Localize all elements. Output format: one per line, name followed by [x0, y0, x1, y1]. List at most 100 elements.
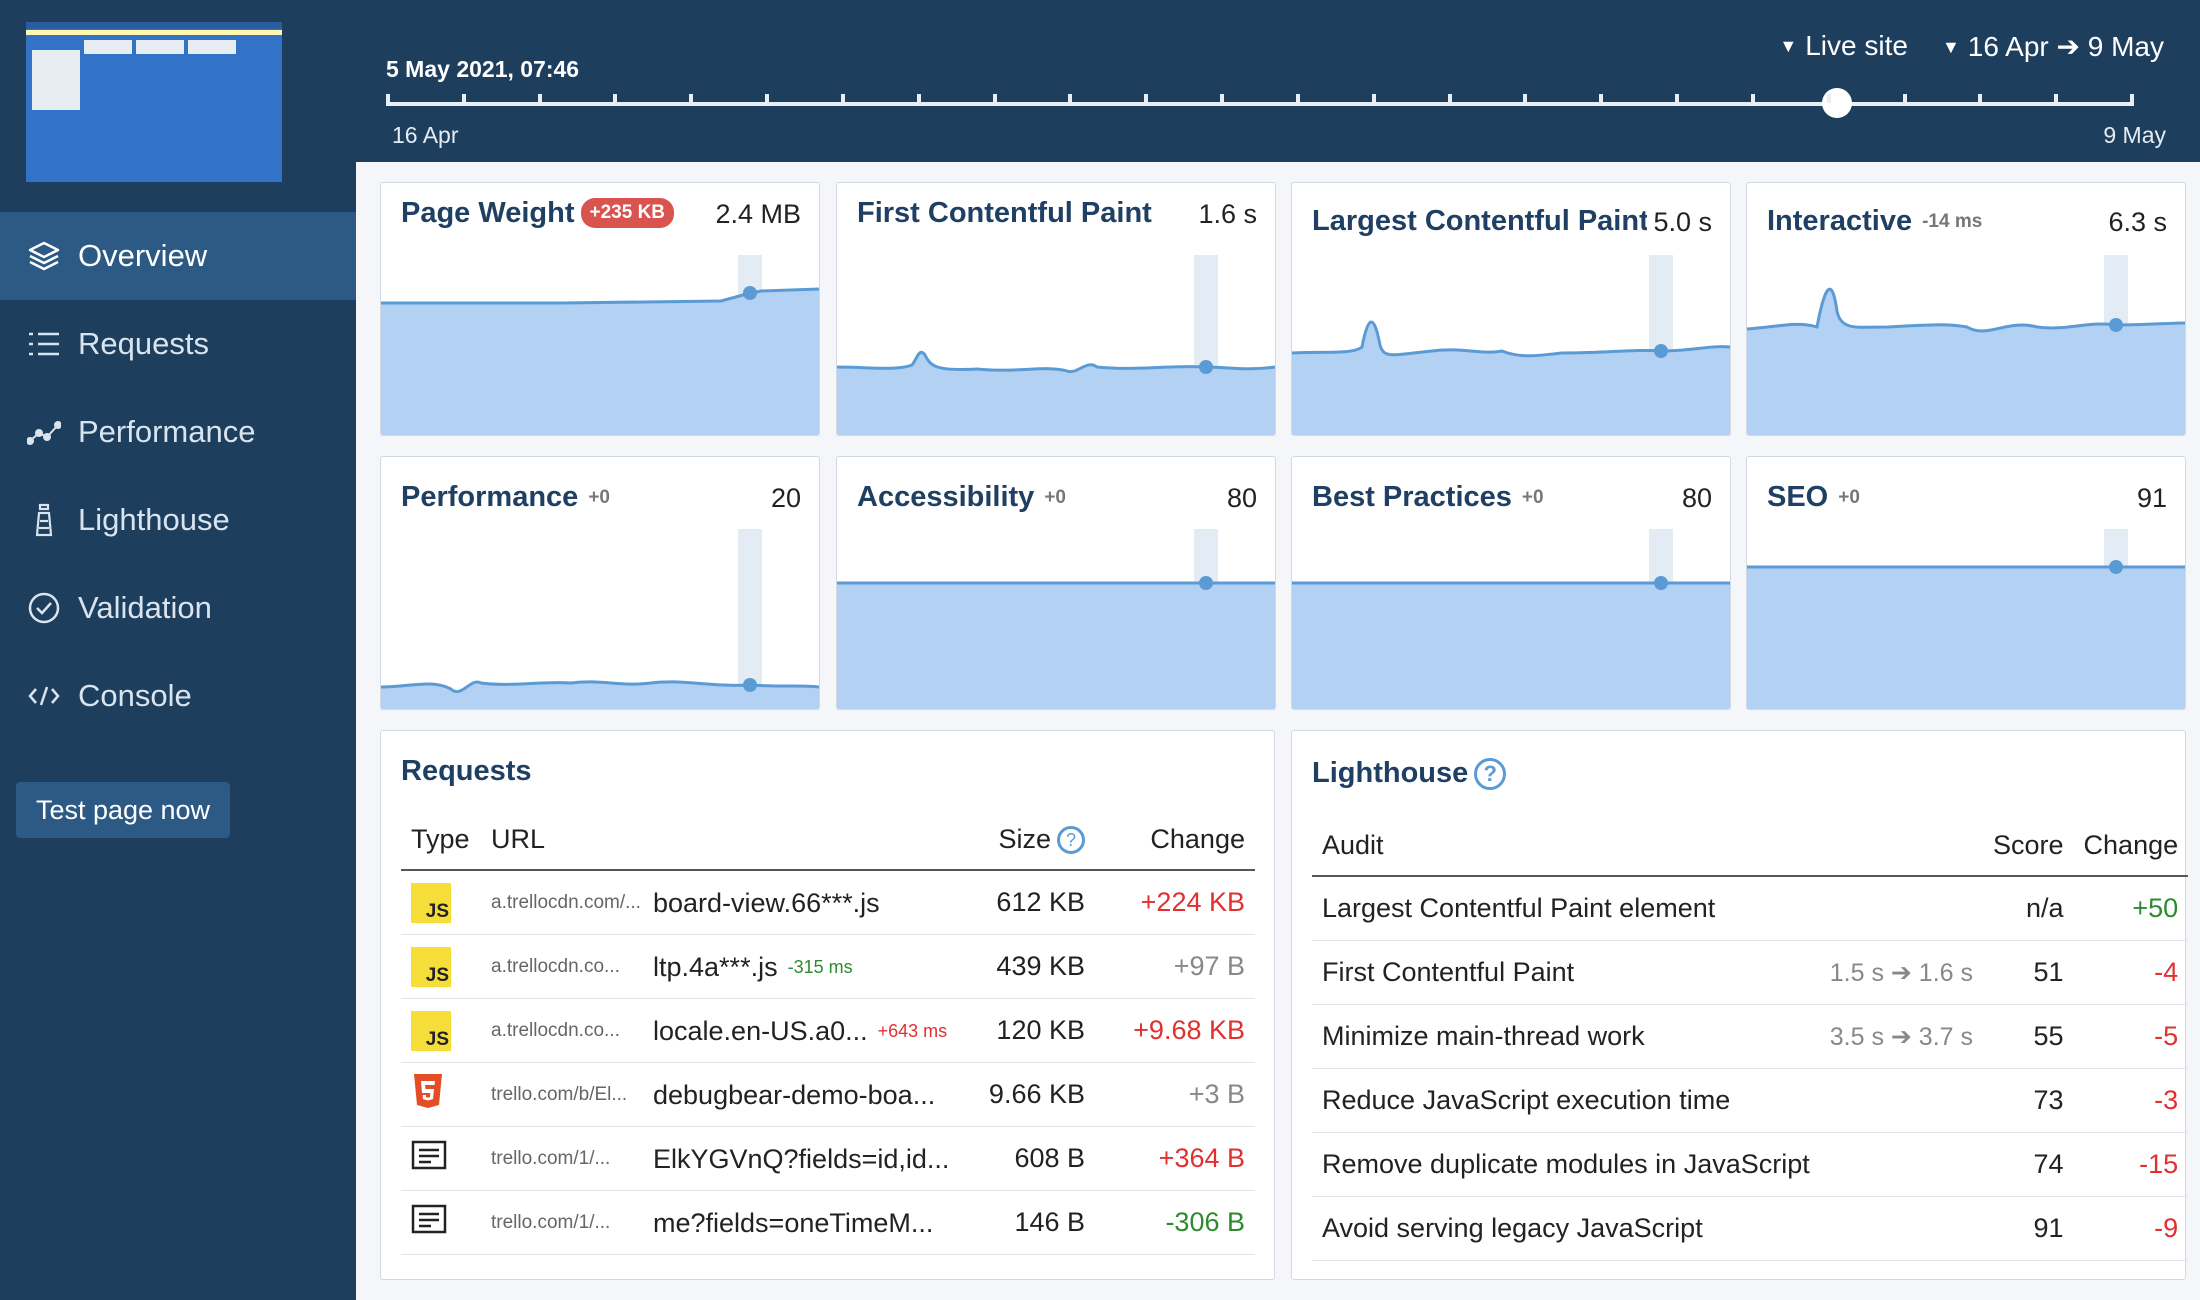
request-size: 146 B	[965, 1190, 1095, 1255]
timeline-tick	[613, 94, 617, 103]
audit-score: 74	[1983, 1132, 2074, 1197]
sidebar-item-performance[interactable]: Performance	[0, 388, 356, 476]
table-row[interactable]: Minimize main-thread work 3.5 s ➔ 3.7 s 55…	[1312, 1004, 2189, 1069]
sidebar: Overview Requests Performance Lighthouse…	[0, 0, 356, 1300]
metric-value: 5.0 s	[1647, 207, 1712, 238]
metric-title: Best Practices	[1312, 481, 1512, 513]
request-url-cell[interactable]: a.trellocdn.co... ltp.4a***.js -315 ms	[481, 934, 965, 999]
table-row[interactable]: trello.com/b/El... debugbear-demo-boa... 9…	[401, 1062, 1255, 1127]
request-host: trello.com/1/...	[491, 1148, 611, 1170]
line-chart-icon	[24, 412, 64, 452]
table-row[interactable]: Remove duplicate modules in JavaScript 74…	[1312, 1132, 2189, 1197]
metric-card-page-weight[interactable]: Page Weight +235 KB 2.4 MB	[380, 182, 820, 436]
request-url-cell[interactable]: a.trellocdn.com/... board-view.66***.js	[481, 870, 965, 935]
timeline-tick	[2130, 94, 2134, 103]
audit-detail: 1.5 s ➔ 1.6 s	[1819, 940, 1983, 1005]
table-row[interactable]: First Contentful Paint 1.5 s ➔ 1.6 s 51 -4	[1312, 940, 2189, 1005]
metric-value: 20	[764, 483, 801, 514]
site-selector[interactable]: ▼ Live site	[1779, 30, 1908, 61]
request-url-cell[interactable]: trello.com/1/... me?fields=oneTimeM...	[481, 1190, 965, 1255]
request-url-cell[interactable]: a.trellocdn.co... locale.en-US.a0... +643 …	[481, 998, 965, 1063]
sidebar-item-lighthouse[interactable]: Lighthouse	[0, 476, 356, 564]
request-size: 612 KB	[965, 870, 1095, 935]
col-change-header[interactable]: Change	[2073, 815, 2189, 877]
javascript-file-icon: JS	[411, 882, 451, 923]
metric-value: 91	[2130, 483, 2167, 514]
timeline-bar: 5 May 2021, 07:46 ▼ Live site ▼ 16 Apr ➔ 9…	[356, 0, 2200, 162]
request-file: ltp.4a***.js	[653, 951, 778, 982]
help-icon[interactable]: ?	[1474, 758, 1507, 791]
table-row[interactable]: JS a.trellocdn.co... locale.en-US.a0... +64…	[401, 998, 1255, 1063]
metric-card-best-practices[interactable]: Best Practices +0 80	[1291, 456, 1731, 710]
metric-sparkline	[1747, 255, 2185, 435]
caret-down-icon: ▼	[1941, 37, 1960, 57]
sidebar-item-console[interactable]: Console	[0, 652, 356, 740]
requests-panel: Requests Type URL Size? Change JS a.trell…	[380, 730, 1275, 1280]
col-detail-header	[1819, 815, 1983, 877]
table-row[interactable]: Reduce JavaScript execution time 73 -3	[1312, 1068, 2189, 1133]
audit-name: First Contentful Paint	[1312, 940, 1820, 1005]
metric-value: 80	[1220, 483, 1257, 514]
timeline-tick	[1599, 94, 1603, 103]
metric-title: Largest Contentful Paint	[1312, 205, 1649, 237]
sidebar-item-overview[interactable]: Overview	[0, 212, 356, 300]
col-size-header[interactable]: Size?	[965, 809, 1095, 871]
request-change: +224 KB	[1095, 870, 1255, 935]
date-range-selector[interactable]: ▼ 16 Apr ➔ 9 May	[1941, 31, 2164, 62]
table-row[interactable]: JS a.trellocdn.com/... board-view.66***.js…	[401, 870, 1255, 935]
table-row[interactable]: Largest Contentful Paint element n/a +50	[1312, 876, 2189, 941]
test-page-now-button[interactable]: Test page now	[16, 782, 230, 838]
metric-sparkline	[837, 255, 1275, 435]
metric-card-seo[interactable]: SEO +0 91	[1746, 456, 2186, 710]
request-url-cell[interactable]: trello.com/b/El... debugbear-demo-boa...	[481, 1062, 965, 1127]
col-audit-header[interactable]: Audit	[1312, 815, 1820, 877]
request-size: 120 KB	[965, 998, 1095, 1063]
sidebar-item-label: Validation	[78, 590, 212, 625]
request-host: trello.com/b/El...	[491, 1084, 628, 1106]
table-row[interactable]: trello.com/1/... me?fields=oneTimeM... 146…	[401, 1190, 1255, 1255]
sidebar-item-requests[interactable]: Requests	[0, 300, 356, 388]
metric-card-first-contentful-paint[interactable]: First Contentful Paint 1.6 s	[836, 182, 1276, 436]
sidebar-item-label: Console	[78, 678, 192, 713]
sidebar-item-label: Lighthouse	[78, 502, 230, 537]
timeline-tick	[1751, 94, 1755, 103]
metric-value: 2.4 MB	[709, 199, 801, 230]
metric-card-interactive[interactable]: Interactive -14 ms 6.3 s	[1746, 182, 2186, 436]
audit-detail	[1819, 1196, 1983, 1261]
help-icon[interactable]: ?	[1057, 826, 1085, 855]
javascript-file-icon: JS	[411, 1010, 451, 1051]
timeline-tick	[917, 94, 921, 103]
metric-delta: +0	[588, 487, 610, 508]
timeline-tick	[386, 94, 390, 103]
metric-card-accessibility[interactable]: Accessibility +0 80	[836, 456, 1276, 710]
timeline-track[interactable]	[386, 88, 2134, 118]
timeline-tick	[841, 94, 845, 103]
metric-card-largest-contentful-paint[interactable]: Largest Contentful Paint 5.0 s	[1291, 182, 1731, 436]
metric-delta: +0	[1838, 487, 1860, 508]
metric-title: Interactive	[1767, 205, 1913, 237]
timeline-tick	[1068, 94, 1072, 103]
sidebar-item-validation[interactable]: Validation	[0, 564, 356, 652]
metric-value: 6.3 s	[2102, 207, 2167, 238]
audit-change: -9	[2073, 1196, 2189, 1261]
audit-change: -5	[2073, 1004, 2189, 1069]
col-change-header[interactable]: Change	[1095, 809, 1255, 871]
table-row[interactable]: trello.com/1/... ElkYGVnQ?fields=id,id...…	[401, 1126, 1255, 1191]
timeline-tick	[1144, 94, 1148, 103]
requests-table: Type URL Size? Change JS a.trellocdn.com/…	[401, 809, 1255, 1255]
table-row[interactable]: Avoid serving legacy JavaScript 91 -9	[1312, 1196, 2189, 1261]
audit-name: Remove duplicate modules in JavaScript	[1312, 1132, 1820, 1197]
metric-card-performance[interactable]: Performance +0 20	[380, 456, 820, 710]
timeline-tick	[1220, 94, 1224, 103]
table-row[interactable]: JS a.trellocdn.co... ltp.4a***.js -315 ms 43…	[401, 934, 1255, 999]
request-url-cell[interactable]: trello.com/1/... ElkYGVnQ?fields=id,id...	[481, 1126, 965, 1191]
metric-delta: +0	[1044, 487, 1066, 508]
audit-change: -3	[2073, 1068, 2189, 1133]
timeline-end-label: 9 May	[2103, 122, 2166, 148]
col-score-header[interactable]: Score	[1983, 815, 2074, 877]
page-screenshot-thumbnail[interactable]	[26, 22, 282, 182]
table-header-row: Audit Score Change	[1312, 815, 2189, 877]
col-type-header[interactable]: Type	[401, 809, 481, 871]
timeline-handle[interactable]	[1822, 88, 1852, 118]
col-url-header[interactable]: URL	[481, 809, 965, 871]
